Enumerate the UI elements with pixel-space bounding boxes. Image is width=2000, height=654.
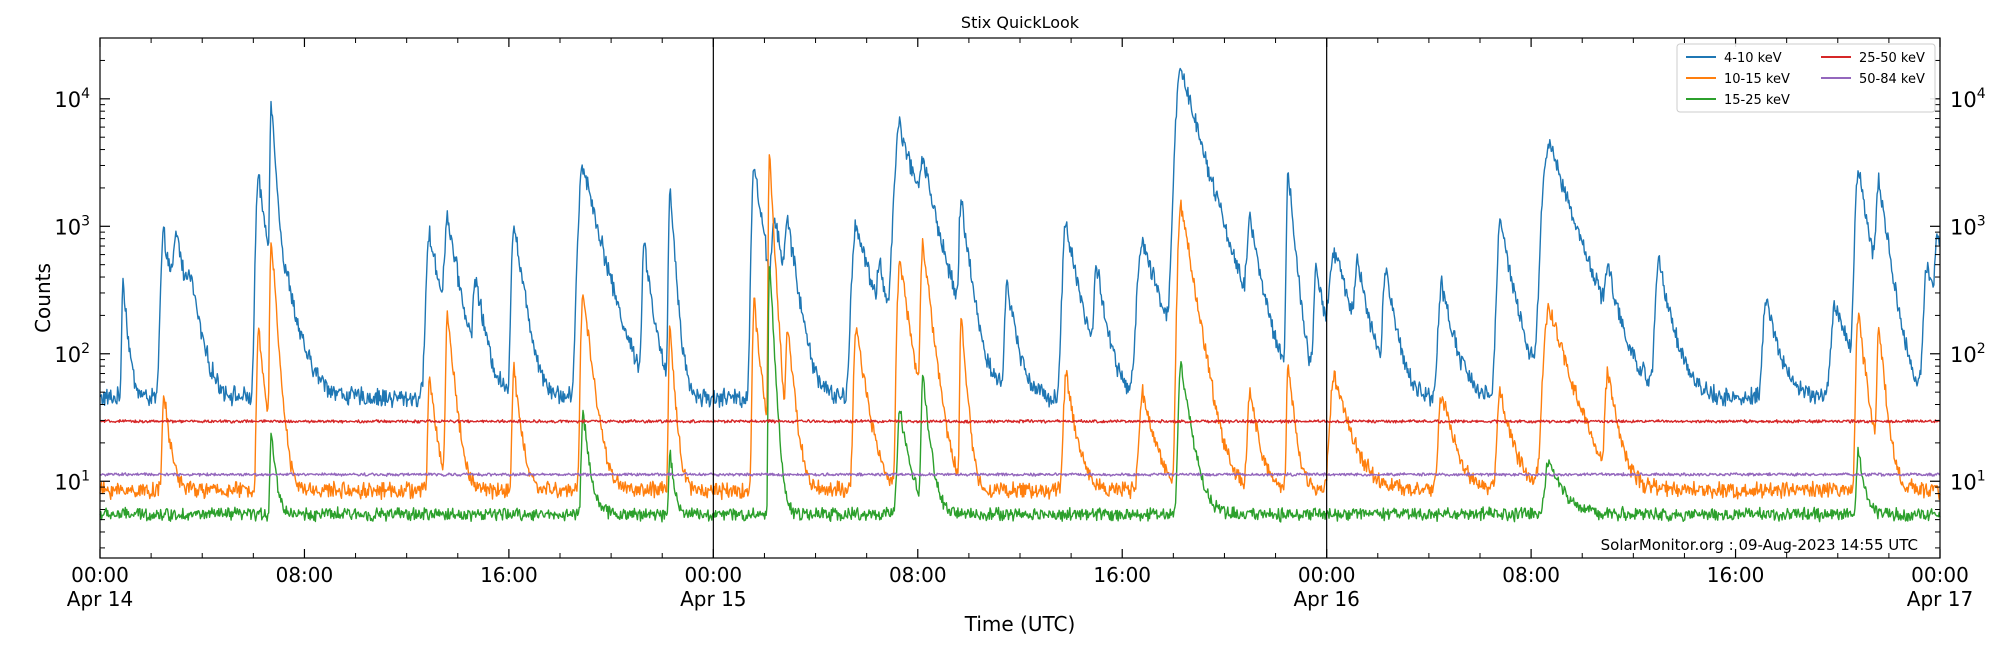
y-tick-label-left: 104 — [54, 86, 90, 112]
y-tick-label-right: 101 — [1950, 468, 1986, 494]
series-line-25-50-kev — [99, 419, 1941, 424]
y-tick-label-left: 102 — [54, 341, 90, 367]
x-tick-label: 08:00 — [1502, 563, 1560, 587]
chart-title: Stix QuickLook — [961, 13, 1080, 32]
series-layer — [99, 67, 1941, 523]
legend-label: 10-15 keV — [1724, 72, 1790, 87]
x-tick-date-label: Apr 17 — [1907, 587, 1973, 611]
legend-label: 4-10 keV — [1724, 51, 1782, 66]
legend-label: 25-50 keV — [1859, 51, 1925, 66]
series-line-4-10-kev — [99, 67, 1941, 409]
y-tick-label-left: 101 — [54, 468, 90, 494]
legend-label: 15-25 keV — [1724, 93, 1790, 108]
x-tick-date-label: Apr 15 — [680, 587, 746, 611]
x-tick-label: 16:00 — [1093, 563, 1151, 587]
x-tick-label: 00:00 — [1298, 563, 1356, 587]
y-tick-label-right: 103 — [1950, 213, 1986, 239]
x-tick-label: 08:00 — [889, 563, 947, 587]
series-line-15-25-kev — [99, 266, 1941, 523]
x-tick-label: 16:00 — [1707, 563, 1765, 587]
series-line-50-84-kev — [99, 472, 1941, 477]
x-tick-date-label: Apr 16 — [1293, 587, 1359, 611]
x-tick-label: 08:00 — [276, 563, 334, 587]
legend-frame — [1676, 43, 1936, 113]
series-line-10-15-kev — [99, 154, 1941, 501]
x-tick-label: 00:00 — [1911, 563, 1969, 587]
y-tick-label-left: 103 — [54, 213, 90, 239]
x-tick-label: 16:00 — [480, 563, 538, 587]
y-tick-label-right: 104 — [1950, 86, 1986, 112]
y-axis: 101 101 102 102 103 103 104 104 — [54, 37, 1986, 549]
x-tick-date-label: Apr 14 — [67, 587, 133, 611]
y-tick-label-right: 102 — [1950, 341, 1986, 367]
x-axis-label: Time (UTC) — [964, 612, 1076, 636]
x-tick-label: 00:00 — [71, 563, 129, 587]
day-dividers — [712, 38, 1328, 558]
legend: 4-10 keV 10-15 keV 15-25 keV 25-50 keV 50-84… — [1676, 43, 1936, 113]
plot-frame — [99, 37, 1941, 559]
credit-text: SolarMonitor.org : 09-Aug-2023 14:55 UTC — [1601, 536, 1918, 554]
x-tick-label: 00:00 — [685, 563, 743, 587]
legend-label: 50-84 keV — [1859, 72, 1925, 87]
y-axis-label: Counts — [31, 263, 55, 333]
